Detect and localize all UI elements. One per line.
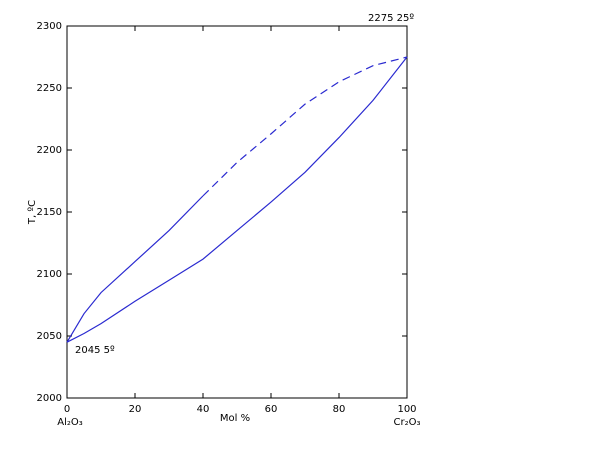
y-tick-label: 2300 <box>37 21 62 32</box>
plot-frame <box>66 25 408 399</box>
x-tick-label: 0 <box>64 404 70 415</box>
y-tick-label: 2150 <box>37 207 62 218</box>
annotation: 2045 5º <box>75 345 115 356</box>
curve <box>66 195 204 343</box>
x-tick-label: 60 <box>265 404 278 415</box>
curve <box>66 56 408 343</box>
x-tick-label: 100 <box>397 404 416 415</box>
curve <box>202 56 408 197</box>
y-tick-label: 2250 <box>37 83 62 94</box>
y-tick-label: 2050 <box>37 331 62 342</box>
x-tick-label: 80 <box>333 404 346 415</box>
y-tick-label: 2000 <box>37 393 62 404</box>
annotation: 2275 25º <box>368 13 414 24</box>
x-tick-label: 20 <box>129 404 142 415</box>
y-tick-label: 2100 <box>37 269 62 280</box>
y-tick-label: 2200 <box>37 145 62 156</box>
y-axis-label: T, ºC <box>27 200 38 225</box>
x-tick-label: 40 <box>197 404 210 415</box>
x-axis-label: Mol % <box>220 413 250 424</box>
x-end-label: Cr₂O₃ <box>394 417 421 428</box>
x-end-label: Al₂O₃ <box>57 417 83 428</box>
